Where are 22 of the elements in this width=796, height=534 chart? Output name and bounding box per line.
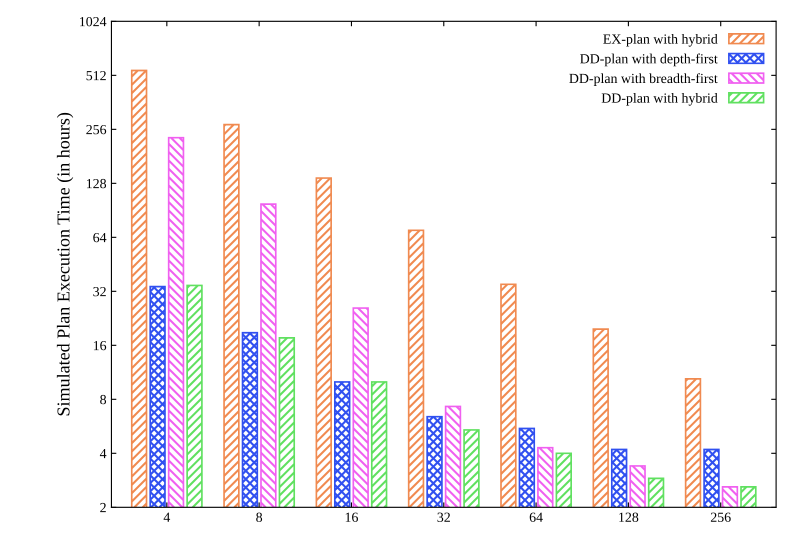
y-tick-label: 256 bbox=[86, 124, 106, 134]
y-tick-label: 2 bbox=[100, 502, 106, 512]
y-tick-label: 8 bbox=[100, 394, 106, 404]
y-tick-label: 512 bbox=[86, 70, 106, 80]
y-tick-label: 4 bbox=[100, 448, 106, 458]
legend-label: DD-plan with depth-first bbox=[580, 54, 718, 66]
x-tick-label: 16 bbox=[346, 512, 358, 522]
x-tick-label: 128 bbox=[619, 512, 638, 522]
x-tick-label: 256 bbox=[710, 512, 731, 522]
y-tick-label: 16 bbox=[94, 340, 106, 350]
legend-label: DD-plan with hybrid bbox=[602, 92, 718, 106]
x-tick-label: 64 bbox=[530, 512, 543, 522]
y-tick-label: 1024 bbox=[80, 16, 106, 26]
y-tick-label: 64 bbox=[93, 232, 106, 242]
x-tick-label: 8 bbox=[256, 512, 262, 522]
x-tick-label: 4 bbox=[164, 512, 170, 522]
y-axis-title: Simulated Plan Execution Time (in hours) bbox=[56, 112, 74, 416]
legend-label: EX-plan with hybrid bbox=[603, 34, 718, 47]
x-tick-label: 32 bbox=[437, 512, 450, 522]
y-tick-label: 32 bbox=[93, 286, 106, 296]
y-tick-label: 128 bbox=[86, 178, 106, 188]
legend-label: DD-plan with breadth-first bbox=[569, 73, 718, 86]
